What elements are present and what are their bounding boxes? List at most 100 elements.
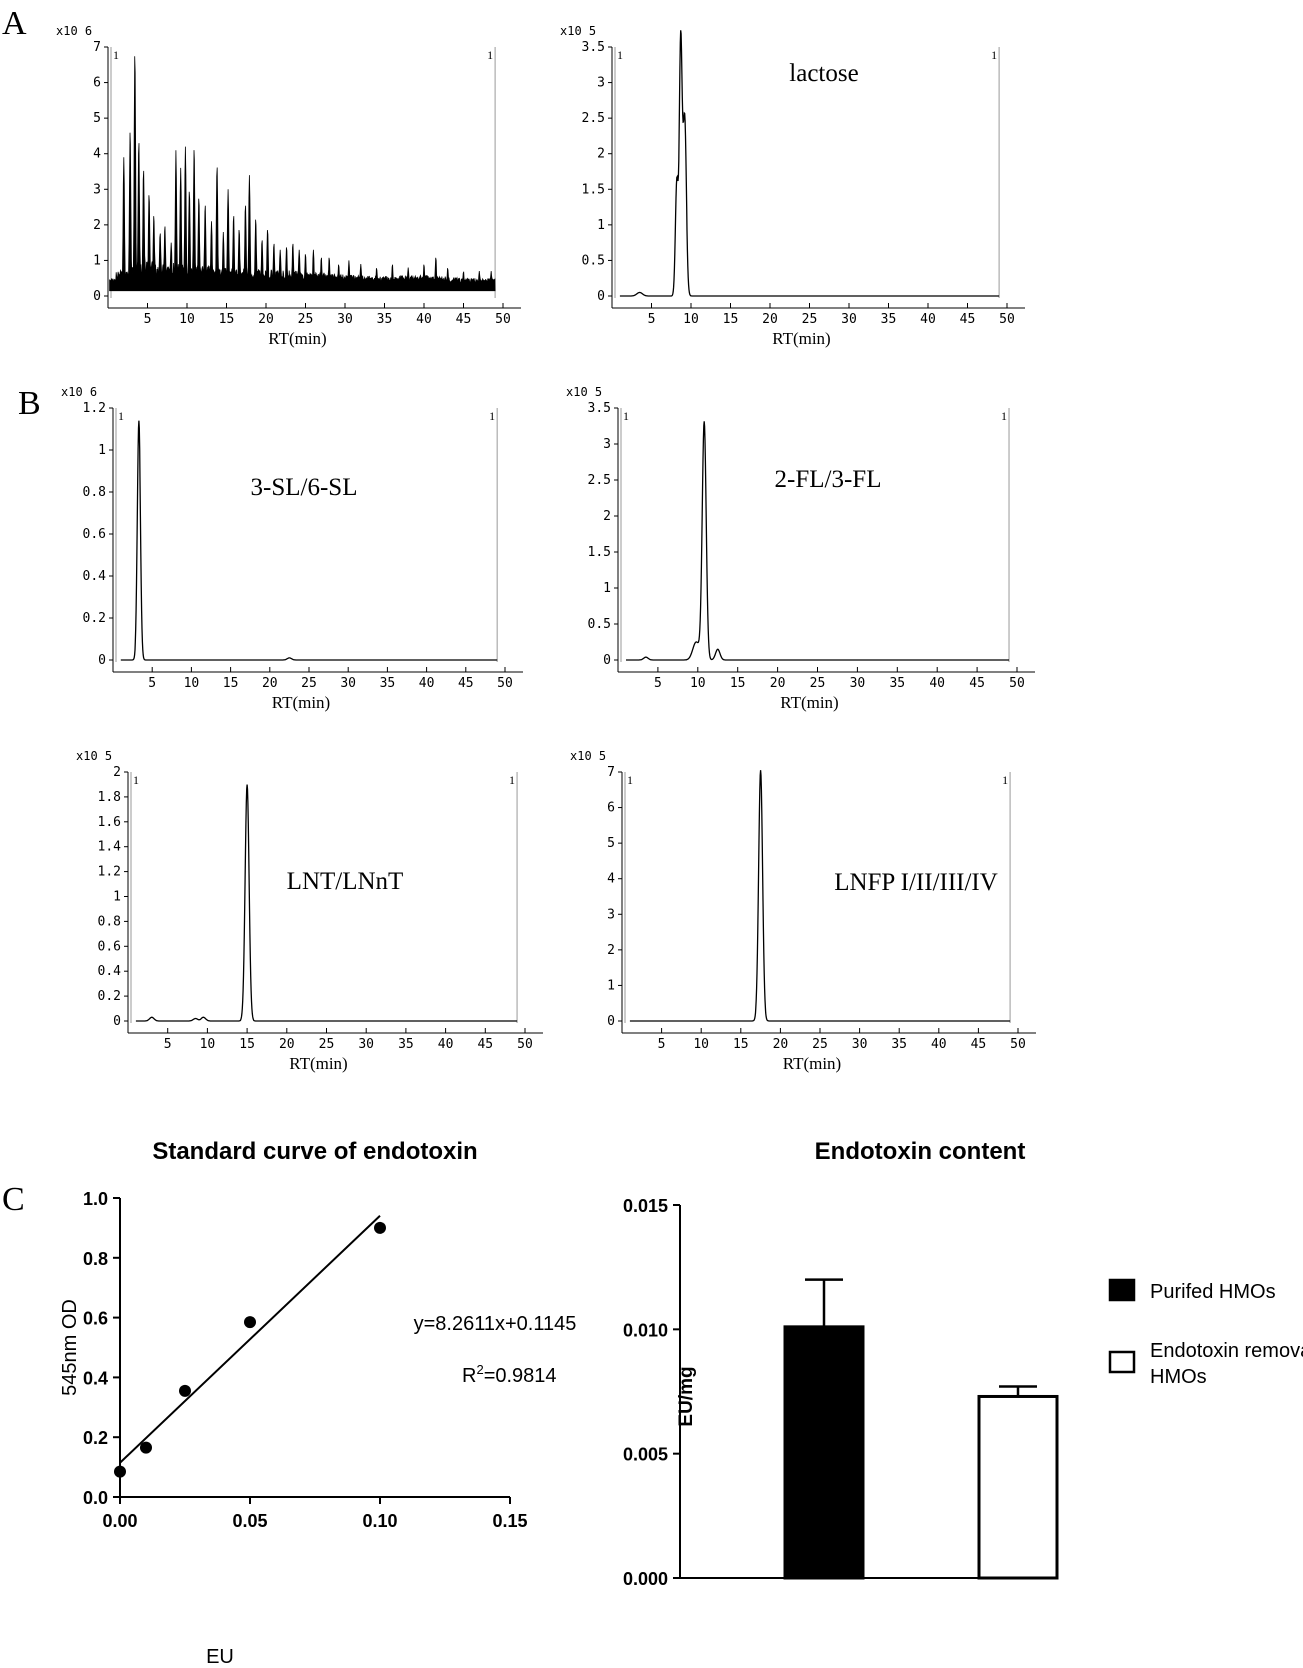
fit-line xyxy=(119,1215,381,1464)
x-tick-label: 35 xyxy=(889,676,905,691)
marker-label-right: 1 xyxy=(991,48,997,62)
y-tick-label: 6 xyxy=(607,801,615,816)
x-tick-label: 40 xyxy=(931,1037,947,1052)
y-tick-label: 3 xyxy=(597,76,605,91)
y-tick-label: 0.5 xyxy=(582,253,605,268)
panel-label-a: A xyxy=(2,5,27,42)
x-axis-label: EU xyxy=(206,1646,234,1668)
chromatogram-B2: 1 1 x10 5 0 0.5 1 1.5 2 2.5 3 3.5 5 10 15 20 25 30 35 40 45… xyxy=(566,385,1035,712)
panel-label-c: C xyxy=(2,1181,25,1218)
x-tick-label: 20 xyxy=(279,1037,295,1052)
y-tick-label: 1.5 xyxy=(582,182,605,197)
x-tick-label: 50 xyxy=(1010,1037,1026,1052)
x-tick-label: 0.05 xyxy=(232,1511,267,1531)
legend-swatch xyxy=(1108,1278,1136,1302)
x-tick-label: 10 xyxy=(200,1037,216,1052)
x-tick-label: 35 xyxy=(891,1037,907,1052)
compound-annotation: LNT/LNnT xyxy=(287,868,404,895)
y-tick-label: 1.4 xyxy=(98,840,122,855)
x-tick-label: 20 xyxy=(258,312,274,327)
x-tick-label: 10 xyxy=(683,312,699,327)
x-tick-label: 50 xyxy=(495,312,511,327)
r-squared-label: R2=0.9814 xyxy=(462,1362,557,1387)
y-multiplier: x10 6 xyxy=(61,385,97,399)
x-tick-label: 20 xyxy=(770,676,786,691)
chromatogram-trace xyxy=(626,421,1009,661)
x-tick-label: 10 xyxy=(184,676,200,691)
y-tick-label: 0.2 xyxy=(98,989,121,1004)
y-tick-label: 0 xyxy=(607,1014,615,1029)
x-tick-label: 45 xyxy=(458,676,474,691)
x-tick-label: 50 xyxy=(517,1037,533,1052)
y-tick-label: 0.4 xyxy=(83,1368,108,1388)
compound-annotation: 3-SL/6-SL xyxy=(251,474,358,501)
x-axis-label: RT(min) xyxy=(268,329,326,348)
r-squared-superscript: 2 xyxy=(476,1362,483,1377)
y-axis-label: 545nm OD xyxy=(59,1299,81,1396)
x-tick-label: 25 xyxy=(301,676,317,691)
marker-label-left: 1 xyxy=(627,773,633,787)
x-tick-label: 15 xyxy=(223,676,239,691)
y-tick-label: 0.2 xyxy=(83,611,106,626)
y-tick-label: 0.4 xyxy=(83,569,107,584)
x-tick-label: 30 xyxy=(358,1037,374,1052)
y-tick-label: 2.5 xyxy=(588,473,611,488)
x-axis-label: RT(min) xyxy=(272,693,330,712)
data-point xyxy=(114,1465,126,1478)
y-tick-label: 2 xyxy=(597,147,605,162)
chromatogram-trace xyxy=(135,784,518,1022)
x-tick-label: 15 xyxy=(733,1037,749,1052)
y-tick-label: 7 xyxy=(93,40,101,55)
x-tick-label: 25 xyxy=(812,1037,828,1052)
x-tick-label: 5 xyxy=(164,1037,172,1052)
x-axis-label: RT(min) xyxy=(783,1054,841,1073)
y-tick-label: 1 xyxy=(113,890,121,905)
x-tick-label: 15 xyxy=(730,676,746,691)
x-tick-label: 5 xyxy=(144,312,152,327)
x-tick-label: 15 xyxy=(219,312,235,327)
chromatogram-B1: 1 1 x10 6 0 0.2 0.4 0.6 0.8 1 1.2 5 10 15 20 25 30 35 40 4… xyxy=(61,385,523,712)
x-tick-label: 30 xyxy=(852,1037,868,1052)
x-tick-label: 35 xyxy=(377,312,393,327)
x-tick-label: 35 xyxy=(881,312,897,327)
tic-trace xyxy=(109,56,496,292)
scatter-chart-C1: Standard curve of endotoxin 0.0 0.2 0.4 0.6 0… xyxy=(59,1138,576,1668)
x-tick-label: 5 xyxy=(658,1037,666,1052)
marker-label-right: 1 xyxy=(1002,773,1008,787)
fit-equation: y=8.2611x+0.1145 xyxy=(414,1313,577,1335)
x-tick-label: 30 xyxy=(841,312,857,327)
compound-annotation: 2-FL/3-FL xyxy=(775,466,882,493)
y-tick-label: 7 xyxy=(607,765,615,780)
y-axis-label: EU/mg xyxy=(676,1366,697,1426)
y-tick-label: 0.4 xyxy=(98,964,122,979)
x-tick-label: 20 xyxy=(262,676,278,691)
y-tick-label: 1 xyxy=(607,978,615,993)
x-tick-label: 45 xyxy=(971,1037,987,1052)
x-tick-label: 30 xyxy=(337,312,353,327)
y-tick-label: 1.0 xyxy=(83,1189,108,1209)
x-tick-label: 45 xyxy=(960,312,976,327)
x-tick-label: 5 xyxy=(148,676,156,691)
x-tick-label: 10 xyxy=(690,676,706,691)
x-tick-label: 50 xyxy=(1009,676,1025,691)
y-tick-label: 2 xyxy=(113,765,121,780)
x-tick-label: 40 xyxy=(416,312,432,327)
compound-annotation: lactose xyxy=(789,60,858,87)
x-tick-label: 15 xyxy=(723,312,739,327)
bar-chart-C2: Endotoxin content 0.000 0.005 0.010 0.015 EU/… xyxy=(623,1138,1303,1589)
data-point xyxy=(179,1384,191,1397)
x-axis-label: RT(min) xyxy=(289,1054,347,1073)
y-tick-label: 1.2 xyxy=(83,401,106,416)
x-tick-label: 40 xyxy=(920,312,936,327)
legend-label: HMOs xyxy=(1150,1366,1207,1388)
y-tick-label: 2 xyxy=(607,943,615,958)
y-tick-label: 1 xyxy=(93,253,101,268)
x-tick-label: 40 xyxy=(438,1037,454,1052)
x-tick-label: 20 xyxy=(773,1037,789,1052)
y-tick-label: 1.2 xyxy=(98,865,121,880)
chromatogram-trace xyxy=(619,30,1000,297)
chart-title: Endotoxin content xyxy=(815,1138,1026,1165)
y-tick-label: 0.0 xyxy=(83,1488,108,1508)
